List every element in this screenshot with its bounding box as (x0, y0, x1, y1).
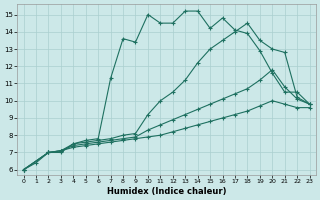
X-axis label: Humidex (Indice chaleur): Humidex (Indice chaleur) (107, 187, 226, 196)
